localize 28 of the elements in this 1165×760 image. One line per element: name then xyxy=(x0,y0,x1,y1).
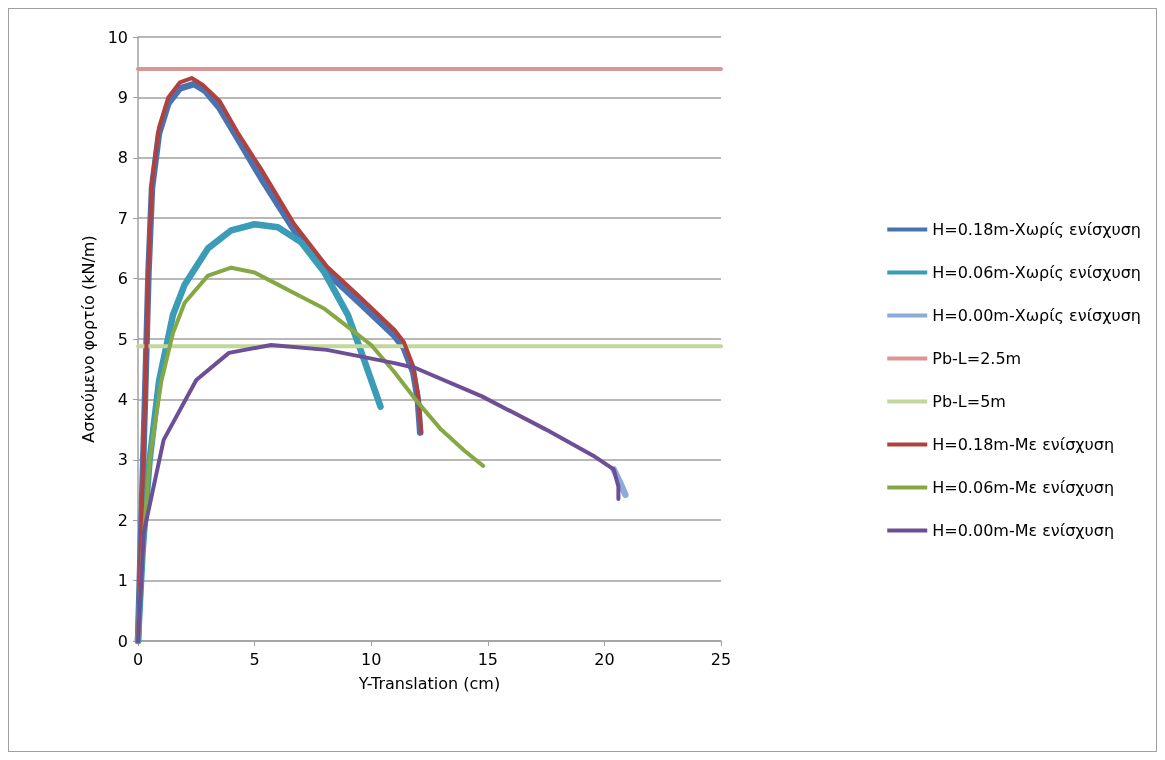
y-tick-label: 3 xyxy=(117,450,128,470)
y-axis-title: Ασκούμενο φορτίο (kN/m) xyxy=(78,235,98,443)
legend-label: H=0.06m-Με ενίσχυση xyxy=(932,478,1115,497)
legend-label: H=0.18m-Με ενίσχυση xyxy=(932,435,1115,454)
legend-label: H=0.18m-Χωρίς ενίσχυση xyxy=(932,220,1141,239)
legend-label: H=0.00m-Με ενίσχυση xyxy=(932,521,1115,540)
y-tick-label: 5 xyxy=(117,329,128,349)
line-series xyxy=(136,343,621,643)
y-tick-label: 10 xyxy=(107,27,128,47)
x-axis-title: Y-Translation (cm) xyxy=(357,673,501,693)
y-tick-label: 1 xyxy=(117,571,128,591)
legend-label: H=0.00m-Χωρίς ενίσχυση xyxy=(932,306,1141,325)
y-tick-label: 0 xyxy=(117,631,128,651)
y-tick-label: 2 xyxy=(117,510,128,530)
y-tick-label: 8 xyxy=(117,148,128,168)
x-tick-label: 20 xyxy=(594,649,615,669)
y-tick-label: 9 xyxy=(117,87,128,107)
y-tick-label: 6 xyxy=(117,269,128,289)
x-tick-label: 10 xyxy=(361,649,382,669)
x-tick-label: 25 xyxy=(710,649,732,669)
legend-label: H=0.06m-Χωρίς ενίσχυση xyxy=(932,263,1141,282)
x-tick-label: 15 xyxy=(477,649,498,669)
x-tick-label: 5 xyxy=(249,649,260,669)
y-tick-label: 7 xyxy=(117,208,128,228)
y-tick-label: 4 xyxy=(117,389,128,409)
legend-label: Pb-L=2.5m xyxy=(932,349,1022,368)
x-tick-label: 0 xyxy=(132,649,144,669)
legend-label: Pb-L=5m xyxy=(932,392,1006,411)
